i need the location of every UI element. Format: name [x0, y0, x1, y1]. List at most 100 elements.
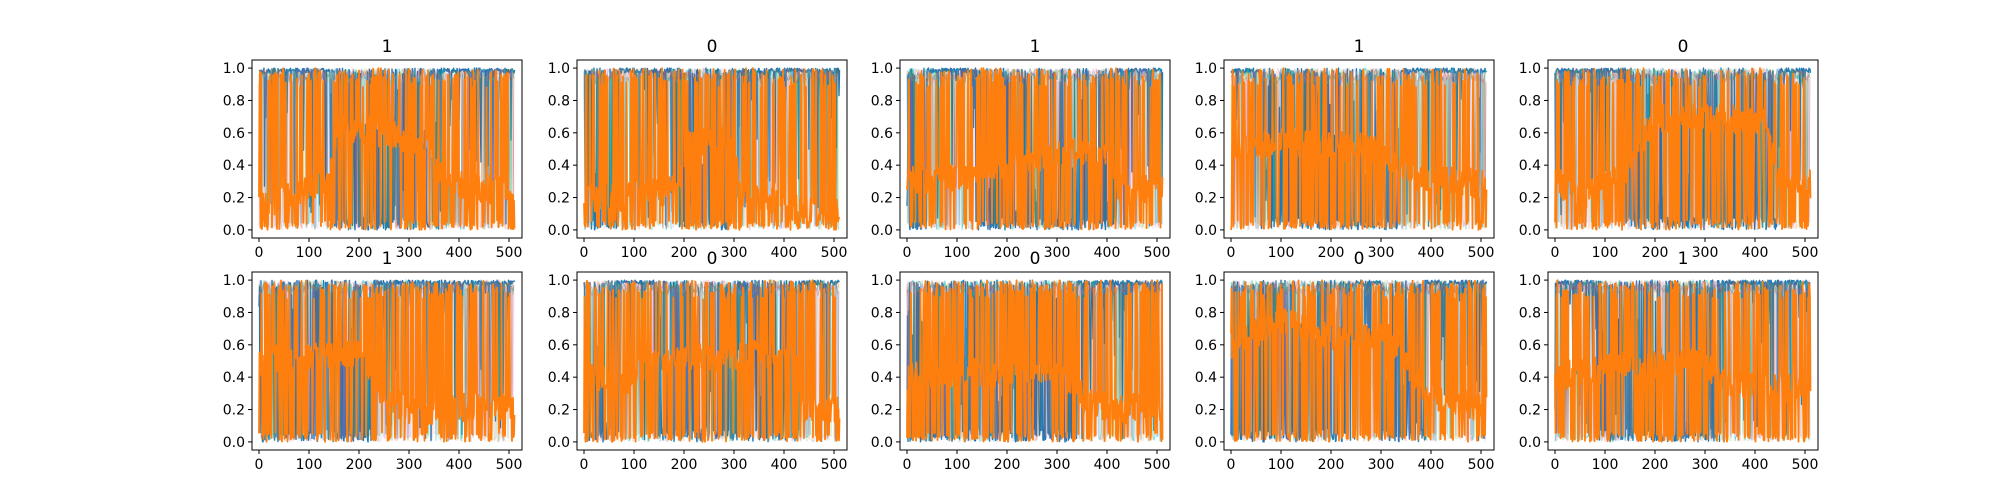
series-line-orange [906, 67, 1164, 231]
plot-area [1554, 66, 1812, 232]
subplot-1: 1 0 100 200 300 400 500 0.0 0.2 0.4 0.6 0.8 1.0 [223, 37, 523, 261]
x-tick-label: 200 [671, 245, 698, 261]
y-tick-label: 1.0 [548, 61, 570, 77]
y-tick-label: 0.0 [223, 435, 245, 451]
y-tick-label: 0.8 [1519, 305, 1541, 321]
plot-area [258, 66, 516, 231]
series-line-accent [1554, 67, 1811, 230]
y-tick-label: 0.4 [871, 370, 893, 386]
subplot-7: 0 0 100 200 300 400 500 0.0 0.2 0.4 0.6 0.8 1.0 [548, 249, 848, 473]
y-tick-label: 0.0 [1195, 435, 1217, 451]
subplot-title: 1 [382, 37, 393, 57]
x-tick-label: 400 [771, 245, 798, 261]
x-tick-label: 0 [255, 245, 264, 261]
y-tick-label: 1.0 [1519, 273, 1541, 289]
series-line-orange [583, 279, 841, 443]
y-tick-label: 0.8 [1195, 93, 1217, 109]
y-tick-label: 0.8 [871, 305, 893, 321]
y-tick-label: 0.2 [871, 191, 893, 207]
plot-area [583, 278, 841, 443]
y-tick-label: 0.8 [548, 93, 570, 109]
axes-frame [899, 59, 1171, 239]
y-tick-label: 0.0 [871, 435, 893, 451]
series-line-orange [1554, 67, 1812, 231]
y-tick-label: 1.0 [223, 273, 245, 289]
x-tick-label: 0 [255, 457, 264, 473]
y-tick-label: 0.2 [871, 403, 893, 419]
x-tick-label: 400 [1094, 245, 1121, 261]
y-tick-label: 0.4 [223, 370, 245, 386]
x-tick-label: 100 [621, 457, 648, 473]
x-tick-label: 0 [903, 457, 912, 473]
y-tick-label: 1.0 [223, 61, 245, 77]
y-tick-label: 1.0 [871, 61, 893, 77]
y-tick-label: 0.4 [548, 370, 570, 386]
y-tick-label: 0.6 [1195, 126, 1217, 142]
subplot-8: 0 0 100 200 300 400 500 0.0 0.2 0.4 0.6 0.8 1.0 [871, 249, 1171, 473]
x-tick-label: 100 [296, 245, 323, 261]
x-tick-label: 400 [446, 457, 473, 473]
plot-area [583, 66, 841, 231]
subplot-10: 1 0 100 200 300 400 500 0.0 0.2 0.4 0.6 0.8 1.0 [1519, 249, 1819, 473]
subplot-3: 1 0 100 200 300 400 500 0.0 0.2 0.4 0.6 0.8 1.0 [871, 37, 1171, 261]
subplot-title: 0 [707, 37, 718, 57]
x-tick-label: 500 [496, 245, 523, 261]
axes-frame [576, 271, 848, 451]
x-tick-label: 300 [721, 245, 748, 261]
y-tick-label: 0.6 [871, 126, 893, 142]
series-line-accent [1554, 278, 1811, 442]
x-tick-label: 500 [1468, 457, 1495, 473]
x-tick-label: 500 [1144, 245, 1171, 261]
series-line-orange [1230, 279, 1488, 443]
x-tick-label: 500 [1144, 457, 1171, 473]
x-tick-label: 200 [1318, 245, 1345, 261]
subplot-title: 0 [1030, 249, 1041, 269]
x-tick-label: 100 [1268, 245, 1295, 261]
x-tick-label: 300 [1692, 245, 1719, 261]
x-tick-label: 200 [1642, 245, 1669, 261]
y-tick-label: 1.0 [871, 273, 893, 289]
x-tick-label: 100 [1268, 457, 1295, 473]
x-tick-label: 300 [1044, 245, 1071, 261]
y-tick-label: 0.2 [223, 191, 245, 207]
y-tick-label: 0.2 [1195, 403, 1217, 419]
x-tick-label: 400 [1742, 245, 1769, 261]
x-tick-label: 0 [903, 245, 912, 261]
x-tick-label: 400 [446, 245, 473, 261]
series-line-blue [1554, 279, 1811, 443]
x-tick-label: 500 [496, 457, 523, 473]
y-tick-label: 0.8 [1195, 305, 1217, 321]
subplot-title: 1 [1678, 249, 1689, 269]
y-tick-label: 0.6 [1195, 338, 1217, 354]
y-tick-label: 0.8 [1519, 93, 1541, 109]
axes-frame [1223, 271, 1495, 451]
axes-frame [576, 59, 848, 239]
x-tick-label: 300 [1368, 457, 1395, 473]
x-tick-label: 300 [396, 245, 423, 261]
series-line-accent [1230, 66, 1487, 231]
subplot-title: 0 [707, 249, 718, 269]
x-tick-label: 400 [1418, 457, 1445, 473]
series-line-orange [258, 67, 516, 231]
y-tick-label: 1.0 [1195, 61, 1217, 77]
y-tick-label: 0.0 [1519, 435, 1541, 451]
plot-area [906, 66, 1164, 231]
x-tick-label: 200 [346, 457, 373, 473]
series-line-accent [583, 279, 840, 442]
y-tick-label: 0.4 [1519, 370, 1541, 386]
subplot-title: 1 [1030, 37, 1041, 57]
x-tick-label: 100 [944, 245, 971, 261]
x-tick-label: 300 [1692, 457, 1719, 473]
subplot-title: 0 [1354, 249, 1365, 269]
plot-area [1554, 278, 1812, 444]
x-tick-label: 100 [621, 245, 648, 261]
y-tick-label: 0.0 [1195, 223, 1217, 239]
series-line-orange [1554, 279, 1812, 443]
y-tick-label: 0.0 [871, 223, 893, 239]
x-tick-label: 0 [1227, 245, 1236, 261]
x-tick-label: 500 [821, 245, 848, 261]
plot-area [1230, 66, 1488, 232]
plot-area [906, 279, 1164, 443]
y-tick-label: 0.6 [223, 126, 245, 142]
